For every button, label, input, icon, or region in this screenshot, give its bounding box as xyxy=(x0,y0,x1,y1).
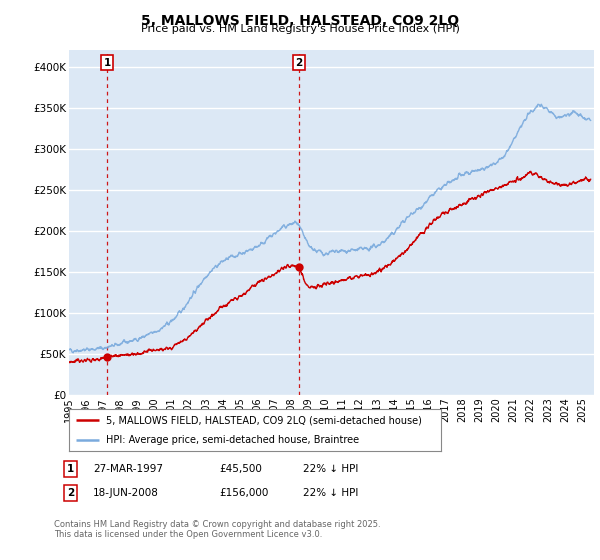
Text: 22% ↓ HPI: 22% ↓ HPI xyxy=(303,488,358,498)
Text: 5, MALLOWS FIELD, HALSTEAD, CO9 2LQ (semi-detached house): 5, MALLOWS FIELD, HALSTEAD, CO9 2LQ (sem… xyxy=(106,415,422,425)
Text: Contains HM Land Registry data © Crown copyright and database right 2025.
This d: Contains HM Land Registry data © Crown c… xyxy=(54,520,380,539)
Text: 18-JUN-2008: 18-JUN-2008 xyxy=(93,488,159,498)
Text: 2: 2 xyxy=(67,488,74,498)
Text: 5, MALLOWS FIELD, HALSTEAD, CO9 2LQ: 5, MALLOWS FIELD, HALSTEAD, CO9 2LQ xyxy=(141,14,459,28)
Text: HPI: Average price, semi-detached house, Braintree: HPI: Average price, semi-detached house,… xyxy=(106,435,359,445)
Text: 1: 1 xyxy=(67,464,74,474)
Text: £45,500: £45,500 xyxy=(219,464,262,474)
Text: 2: 2 xyxy=(296,58,303,68)
Text: Price paid vs. HM Land Registry's House Price Index (HPI): Price paid vs. HM Land Registry's House … xyxy=(140,24,460,34)
Text: 22% ↓ HPI: 22% ↓ HPI xyxy=(303,464,358,474)
Text: 27-MAR-1997: 27-MAR-1997 xyxy=(93,464,163,474)
Text: £156,000: £156,000 xyxy=(219,488,268,498)
Text: 1: 1 xyxy=(103,58,110,68)
